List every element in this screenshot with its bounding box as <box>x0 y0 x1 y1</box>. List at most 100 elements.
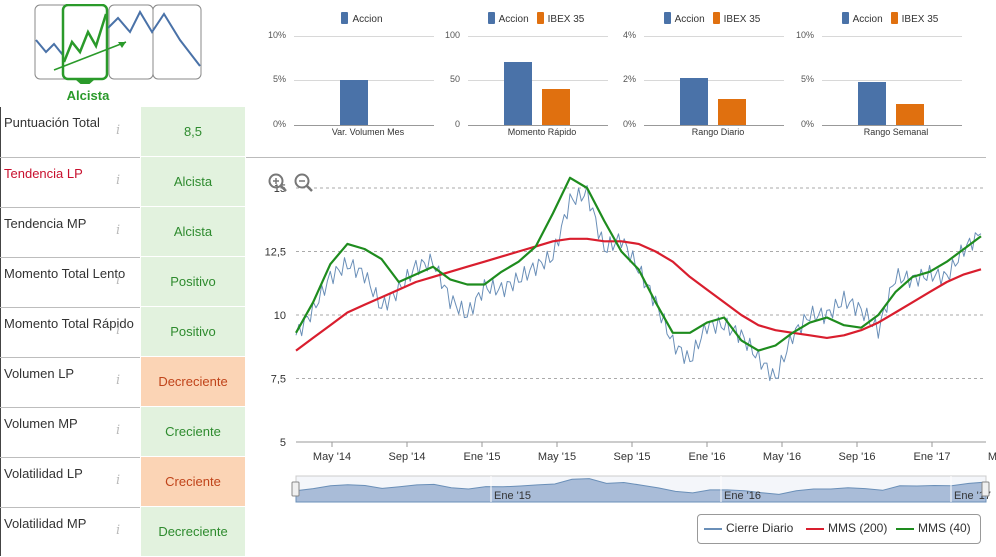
info-icon[interactable]: i <box>116 523 121 538</box>
legend-label[interactable]: IBEX 35 <box>723 14 761 25</box>
mini-title: Var. Volumen Mes <box>331 127 405 137</box>
mini-gridline <box>468 125 608 126</box>
legend-mms40[interactable]: MMS (40) <box>918 521 971 535</box>
score-row: Momento Total Lento i Positivo <box>0 257 245 307</box>
score-label: Momento Total Rápido <box>0 307 140 356</box>
x-tick-label: May '14 <box>313 451 351 463</box>
x-tick-label: Ene '15 <box>464 451 501 463</box>
legend-cierre[interactable]: Cierre Diario <box>726 521 794 535</box>
y-tick-label: 12,5 <box>265 247 286 259</box>
mini-legend: Accion IBEX 35 <box>618 12 798 25</box>
score-row: Tendencia MP i Alcista <box>0 207 245 257</box>
legend-label[interactable]: Accion <box>674 14 705 25</box>
legend-label[interactable]: Accion <box>498 14 529 25</box>
score-value: Creciente <box>141 407 245 456</box>
info-icon[interactable]: i <box>116 323 121 338</box>
score-value: Creciente <box>141 457 245 506</box>
x-tick-label: Sep '16 <box>839 451 876 463</box>
score-row: Volatilidad MP i Decreciente <box>0 507 245 557</box>
mini-chart: Accion IBEX 35 10% 5% 0% Rango Semanal <box>796 0 976 150</box>
chart-legend: Cierre Diario MMS (200) MMS (40) <box>697 514 981 544</box>
legend-swatch <box>341 12 349 24</box>
info-icon[interactable]: i <box>116 273 121 288</box>
score-label: Volatilidad MP <box>0 507 140 556</box>
legend-mms200-line <box>806 528 824 530</box>
mini-legend: Accion IBEX 35 <box>442 12 622 25</box>
navigator-handle-right[interactable] <box>981 481 990 497</box>
legend-cierre-line <box>704 528 722 530</box>
mini-gridline <box>822 80 962 81</box>
trend-thumbnail <box>34 3 204 88</box>
mini-tick: 0 <box>454 119 460 129</box>
series-cierre-line[interactable] <box>295 185 982 382</box>
score-label: Puntuación Total <box>4 115 100 130</box>
x-tick-label: May '16 <box>763 451 801 463</box>
y-tick-label: 10 <box>274 310 286 322</box>
x-tick-label: May '15 <box>538 451 576 463</box>
mini-gridline <box>644 80 784 81</box>
mini-gridline <box>822 36 962 37</box>
mini-gridline <box>644 36 784 37</box>
navigator-handle-left[interactable] <box>291 481 300 497</box>
bar-accion[interactable] <box>504 61 532 125</box>
legend-label[interactable]: Accion <box>352 14 383 25</box>
score-label: Volatilidad LP <box>0 457 140 506</box>
mini-tick: 5% <box>800 74 814 84</box>
mini-tick: 50 <box>449 74 460 84</box>
bar-accion[interactable] <box>680 78 708 125</box>
legend-swatch <box>536 12 544 24</box>
legend-swatch <box>890 12 898 24</box>
series-mms40-line[interactable] <box>295 176 982 352</box>
x-tick-label: Sep '15 <box>614 451 651 463</box>
legend-label[interactable]: IBEX 35 <box>547 14 585 25</box>
mini-tick: 4% <box>622 30 636 40</box>
info-icon[interactable]: i <box>116 123 121 138</box>
legend-label[interactable]: IBEX 35 <box>901 14 939 25</box>
info-icon[interactable]: i <box>116 423 121 438</box>
mini-gridline <box>468 80 608 81</box>
score-row: Volatilidad LP i Creciente <box>0 457 245 507</box>
score-value: Positivo <box>141 307 245 356</box>
score-row: Momento Total Rápido i Positivo <box>0 307 245 357</box>
mini-tick: 0% <box>800 119 814 129</box>
series-mms200-line[interactable] <box>295 237 982 352</box>
info-icon[interactable]: i <box>116 173 121 188</box>
legend-swatch <box>712 12 720 24</box>
score-value: Positivo <box>141 257 245 306</box>
mini-tick: 2% <box>622 74 636 84</box>
info-icon[interactable]: i <box>116 373 121 388</box>
score-row: Tendencia LP i Alcista <box>0 157 245 207</box>
mini-gridline <box>468 36 608 37</box>
zoom-out-icon[interactable] <box>294 173 313 192</box>
trend-label: Alcista <box>66 88 110 103</box>
navigator-series <box>295 478 987 503</box>
trend-selector-icon <box>34 3 202 88</box>
score-row: Volumen MP i Creciente <box>0 407 245 457</box>
legend-mms200[interactable]: MMS (200) <box>828 521 888 535</box>
left-divider <box>0 107 1 556</box>
bar-ibex[interactable] <box>896 103 924 125</box>
score-value: Alcista <box>141 207 245 256</box>
score-value: 8,5 <box>141 107 245 156</box>
x-tick-label: Sep '14 <box>389 451 426 463</box>
mini-tick: 10% <box>267 30 286 40</box>
navigator-label: Ene '15 <box>494 490 531 502</box>
info-icon[interactable]: i <box>116 223 121 238</box>
price-chart-canvas: 15 12,5 10 7,5 5 May '14 Sep '14 Ene '15 May '15… <box>265 176 996 503</box>
score-row: Puntuación Total i 8,5 <box>0 107 245 157</box>
zoom-in-icon[interactable] <box>268 173 287 192</box>
bar-ibex[interactable] <box>542 88 570 125</box>
bar-ibex[interactable] <box>718 99 746 125</box>
score-label: Momento Total Lento <box>0 257 140 306</box>
score-value: Decreciente <box>141 507 245 556</box>
info-icon[interactable]: i <box>116 473 121 488</box>
y-tick-label: 7,5 <box>271 374 286 386</box>
x-tick-label: Ene '17 <box>914 451 951 463</box>
mini-tick: 100 <box>444 30 460 40</box>
bar-accion[interactable] <box>340 79 368 125</box>
mini-gridline <box>294 125 434 126</box>
score-value: Alcista <box>141 157 245 206</box>
bar-accion[interactable] <box>858 82 886 125</box>
mini-gridline <box>644 125 784 126</box>
legend-label[interactable]: Accion <box>852 14 883 25</box>
